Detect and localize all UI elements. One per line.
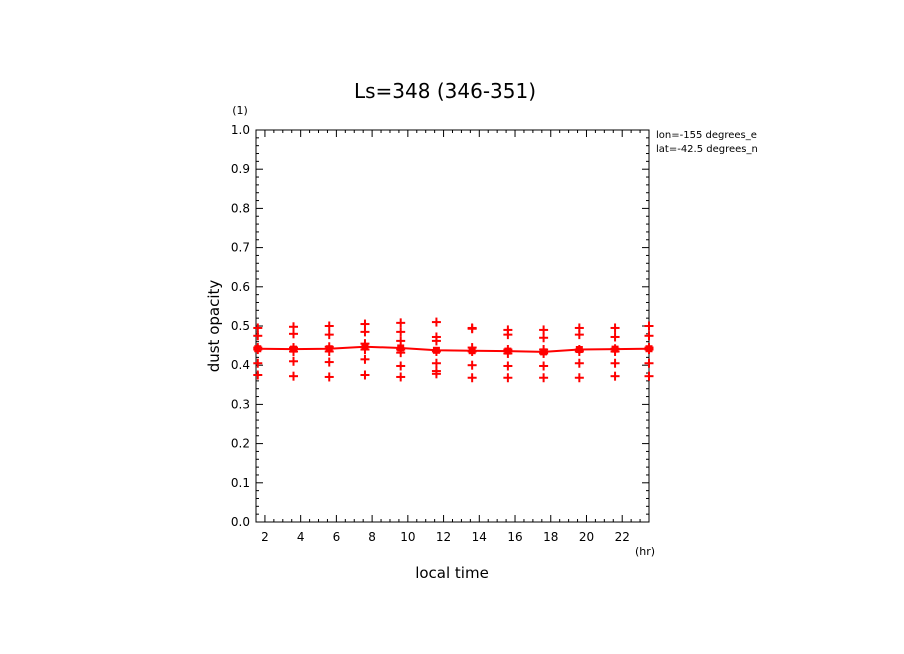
data-point: [539, 348, 549, 358]
data-point: [574, 358, 584, 368]
data-point: [360, 319, 370, 329]
data-point: [396, 336, 406, 346]
data-point: [574, 330, 584, 340]
y-tick-label: 0.1: [231, 476, 250, 490]
mean-line: [257, 345, 650, 353]
data-point: [253, 323, 263, 333]
data-point: [396, 318, 406, 328]
x-tick-label: 14: [472, 530, 487, 544]
axis-ticks: 0.0 0.1 0.2 0.3 0.4 0.5 0.6 0.7 0.8 0.9 1.0 2 4 6 8 10 1…: [231, 123, 650, 544]
data-point: [324, 346, 334, 356]
data-point: [431, 358, 441, 368]
x-unit-label: (hr): [635, 545, 655, 558]
x-tick-label: 22: [615, 530, 630, 544]
y-tick-label: 0.0: [231, 515, 250, 529]
data-point: [539, 333, 549, 343]
data-point: [289, 371, 299, 381]
data-point: [396, 327, 406, 337]
data-point: [503, 348, 513, 358]
data-point: [467, 360, 477, 370]
data-point: [360, 370, 370, 380]
data-point: [324, 321, 334, 331]
data-point: [539, 361, 549, 371]
x-axis-label: local time: [415, 564, 489, 582]
y-tick-label: 0.3: [231, 397, 250, 411]
data-point: [431, 369, 441, 379]
data-point: [610, 332, 620, 342]
data-point: [324, 357, 334, 367]
data-point: [396, 361, 406, 371]
y-tick-label: 0.7: [231, 241, 250, 255]
x-tick-label: 6: [333, 530, 341, 544]
y-tick-label: 0.4: [231, 358, 250, 372]
data-point: [253, 370, 263, 380]
data-point: [644, 358, 654, 368]
data-point: [253, 331, 263, 341]
data-point: [644, 371, 654, 381]
y-unit-label: (1): [232, 104, 248, 117]
data-point: [644, 331, 654, 341]
data-point: [610, 323, 620, 333]
data-point: [644, 345, 654, 355]
annotation-lon: lon=-155 degrees_e: [656, 130, 757, 141]
y-tick-label: 0.9: [231, 162, 250, 176]
y-tick-label: 0.2: [231, 437, 250, 451]
x-tick-label: 20: [579, 530, 594, 544]
data-point: [289, 329, 299, 339]
data-point: [431, 317, 441, 327]
data-point: [610, 371, 620, 381]
data-point: [574, 346, 584, 356]
data-point: [610, 358, 620, 368]
data-point: [396, 348, 406, 358]
data-point: [539, 373, 549, 383]
data-point: [360, 345, 370, 355]
data-point: [644, 321, 654, 331]
data-point: [289, 346, 299, 356]
chart-title: Ls=348 (346-351): [354, 79, 536, 103]
y-tick-label: 1.0: [231, 123, 250, 137]
x-tick-label: 10: [400, 530, 415, 544]
data-point: [324, 372, 334, 382]
y-tick-label: 0.8: [231, 201, 250, 215]
data-point: [431, 346, 441, 356]
data-point: [574, 373, 584, 383]
data-point: [253, 358, 263, 368]
plot-area: [255, 129, 650, 523]
data-point: [431, 336, 441, 346]
data-point: [467, 324, 477, 334]
data-layer: [253, 317, 654, 383]
x-tick-label: 16: [507, 530, 522, 544]
data-point: [503, 330, 513, 340]
data-point: [360, 354, 370, 364]
data-point: [253, 345, 263, 355]
data-point: [467, 373, 477, 383]
data-point: [396, 372, 406, 382]
data-point: [539, 325, 549, 335]
y-tick-label: 0.6: [231, 280, 250, 294]
data-point: [289, 356, 299, 366]
annotation-lat: lat=-42.5 degrees_n: [656, 144, 758, 155]
data-point: [360, 327, 370, 337]
y-axis-label: dust opacity: [205, 280, 223, 373]
data-point: [324, 330, 334, 340]
data-point: [610, 346, 620, 356]
data-point: [503, 361, 513, 371]
x-tick-label: 12: [436, 530, 451, 544]
x-tick-label: 18: [543, 530, 558, 544]
x-tick-label: 8: [368, 530, 376, 544]
x-tick-label: 2: [261, 530, 269, 544]
data-point: [503, 373, 513, 383]
x-tick-label: 4: [297, 530, 305, 544]
data-point: [467, 346, 477, 356]
y-tick-label: 0.5: [231, 319, 250, 333]
